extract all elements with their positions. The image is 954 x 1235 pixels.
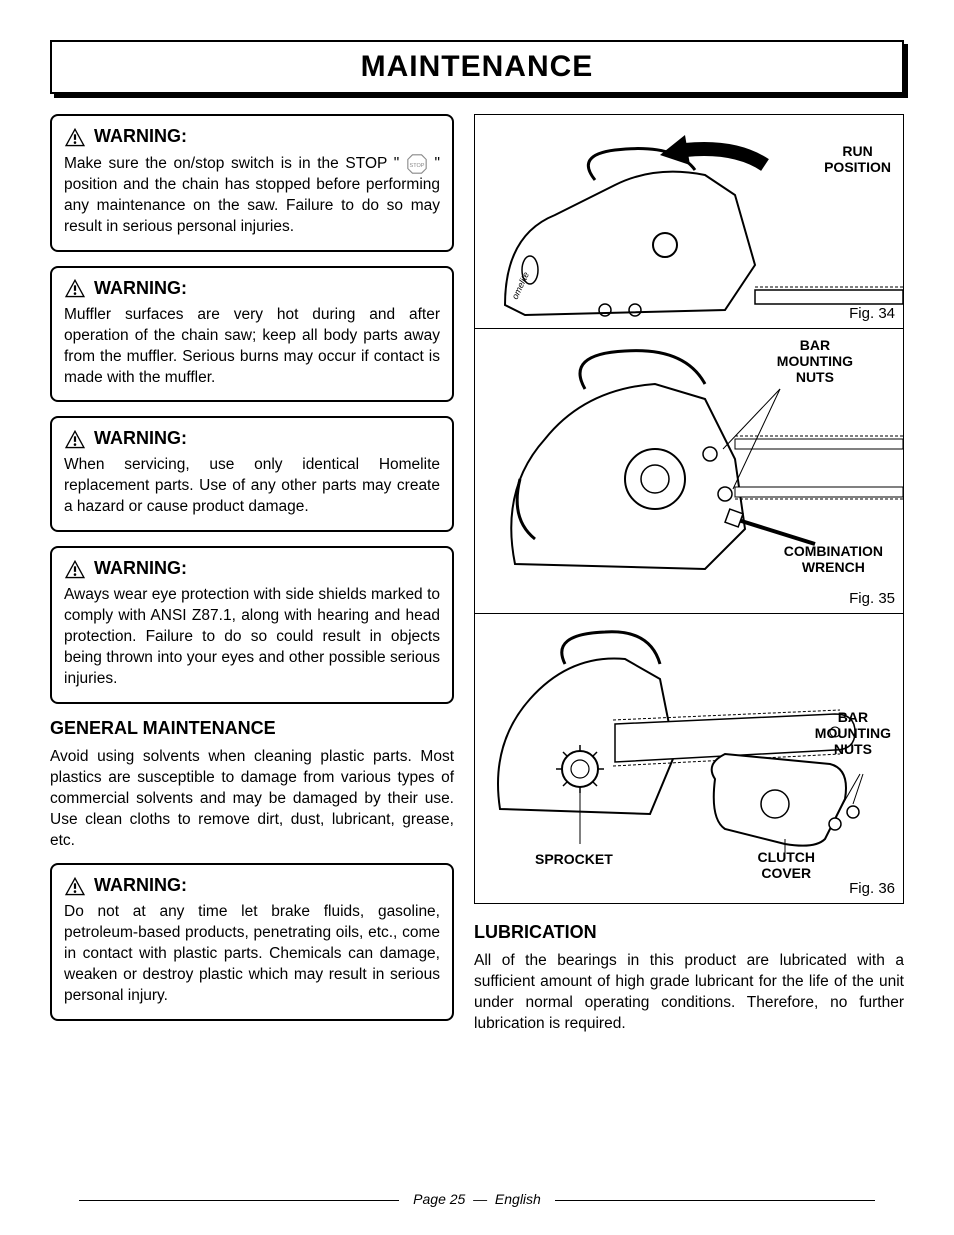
warning-header: WARNING:	[64, 278, 440, 299]
warning-triangle-icon	[64, 559, 86, 579]
warning-header: WARNING:	[64, 875, 440, 896]
label-bar-mounting-nuts: BAR MOUNTING NUTS	[815, 709, 891, 757]
warning-label: WARNING:	[94, 278, 187, 299]
warning-text-pre: Make sure the on/stop switch is in the S…	[64, 155, 406, 172]
footer-lang: English	[495, 1191, 541, 1207]
footer-page: Page 25	[413, 1191, 465, 1207]
warning-label: WARNING:	[94, 428, 187, 449]
warning-text: When servicing, use only identical Homel…	[64, 455, 440, 518]
warning-label: WARNING:	[94, 126, 187, 147]
label-run-position: RUN POSITION	[824, 143, 891, 175]
footer-sep: —	[473, 1191, 487, 1207]
label-bar-mounting-nuts: BAR MOUNTING NUTS	[777, 337, 853, 385]
figure-caption: Fig. 36	[849, 880, 895, 897]
general-maintenance-heading: GENERAL MAINTENANCE	[50, 718, 454, 739]
label-combination-wrench: COMBINATION WRENCH	[784, 543, 883, 575]
warning-box-3: WARNING: When servicing, use only identi…	[50, 416, 454, 532]
right-column: omelite RUN POSITION Fig. 34	[474, 114, 904, 1047]
warning-triangle-icon	[64, 127, 86, 147]
warning-text: Aways wear eye protection with side shie…	[64, 585, 440, 690]
warning-text: Muffler surfaces are very hot during and…	[64, 305, 440, 389]
warning-text: Do not at any time let brake fluids, gas…	[64, 902, 440, 1007]
general-maintenance-text: Avoid using solvents when cleaning plast…	[50, 747, 454, 852]
figure-caption: Fig. 35	[849, 590, 895, 607]
warning-header: WARNING:	[64, 126, 440, 147]
figure-35: BAR MOUNTING NUTS COMBINATION WRENCH Fig…	[474, 329, 904, 614]
left-column: WARNING: Make sure the on/stop switch is…	[50, 114, 454, 1047]
figure-caption: Fig. 34	[849, 305, 895, 322]
label-sprocket: SPROCKET	[535, 851, 613, 867]
page-footer: Page 25 — English	[0, 1191, 954, 1207]
warning-box-4: WARNING: Aways wear eye protection with …	[50, 546, 454, 704]
page-title: MAINTENANCE	[52, 50, 902, 84]
label-clutch-cover: CLUTCH COVER	[757, 849, 815, 881]
footer-rule-left	[79, 1200, 399, 1201]
warning-triangle-icon	[64, 278, 86, 298]
page-title-box: MAINTENANCE	[50, 40, 904, 94]
lubrication-text: All of the bearings in this product are …	[474, 951, 904, 1035]
figure-34: omelite RUN POSITION Fig. 34	[474, 114, 904, 329]
stop-icon: STOP	[406, 153, 428, 175]
content-columns: WARNING: Make sure the on/stop switch is…	[50, 114, 904, 1047]
warning-box-2: WARNING: Muffler surfaces are very hot d…	[50, 266, 454, 403]
warning-box-5: WARNING: Do not at any time let brake fl…	[50, 863, 454, 1021]
warning-triangle-icon	[64, 876, 86, 896]
figure-36: BAR MOUNTING NUTS SPROCKET CLUTCH COVER …	[474, 614, 904, 904]
footer-rule-right	[555, 1200, 875, 1201]
warning-header: WARNING:	[64, 428, 440, 449]
warning-label: WARNING:	[94, 875, 187, 896]
warning-box-1: WARNING: Make sure the on/stop switch is…	[50, 114, 454, 252]
svg-text:STOP: STOP	[409, 163, 424, 169]
warning-triangle-icon	[64, 429, 86, 449]
warning-header: WARNING:	[64, 558, 440, 579]
lubrication-heading: LUBRICATION	[474, 922, 904, 943]
warning-text: Make sure the on/stop switch is in the S…	[64, 153, 440, 238]
warning-label: WARNING:	[94, 558, 187, 579]
